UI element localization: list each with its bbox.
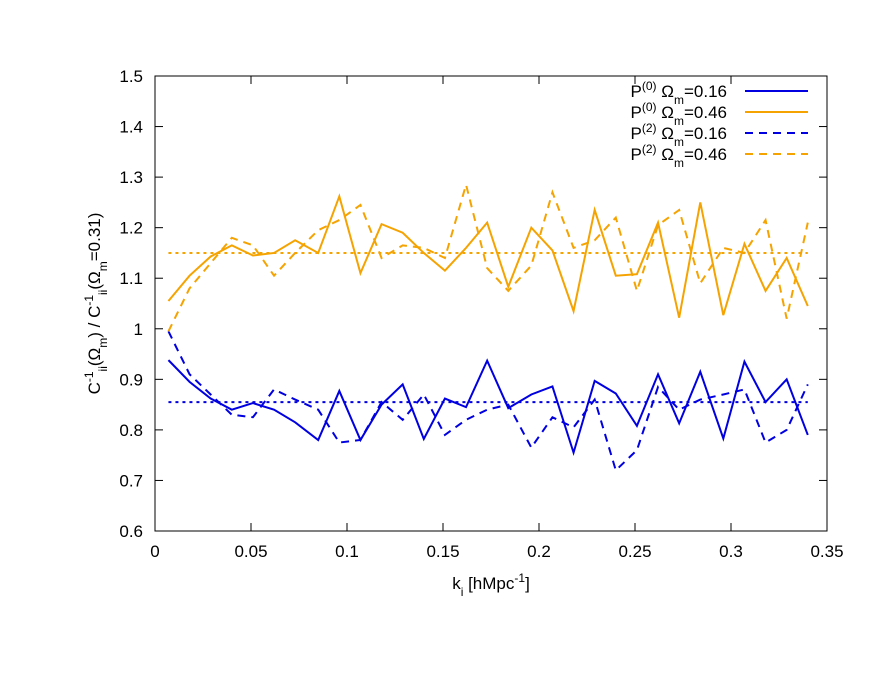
legend-label: P(0) Ωm=0.46 xyxy=(631,100,727,128)
x-axis-label-part: i xyxy=(461,585,464,599)
legend-label-part: =0.16 xyxy=(684,82,727,101)
y-tick-label: 1.1 xyxy=(119,269,143,288)
plot-frame xyxy=(154,75,828,532)
y-tick-label: 0.7 xyxy=(119,471,143,490)
x-axis-label: ki [hMpc-1] xyxy=(452,571,530,599)
y-tick-label: 0.6 xyxy=(119,522,143,541)
y-tick-label: 1.4 xyxy=(119,118,143,137)
y-tick-label: 1 xyxy=(134,320,143,339)
y-axis-label-part: ii xyxy=(96,366,110,371)
x-tick-label: 0.35 xyxy=(810,542,843,561)
legend-label: P(2) Ωm=0.46 xyxy=(631,142,727,170)
x-tick-label: 0.3 xyxy=(719,542,743,561)
x-axis-label-part: -1 xyxy=(514,571,525,585)
series-line xyxy=(167,193,809,318)
legend-label-part: (2) xyxy=(642,142,657,156)
x-tick-label: 0.1 xyxy=(335,542,359,561)
y-axis-label-part: m xyxy=(96,261,110,271)
y-tick-label: 1.5 xyxy=(119,67,143,86)
x-tick-label: 0.2 xyxy=(527,542,551,561)
legend-label-part: Ω xyxy=(657,103,674,122)
y-tick-label: 0.9 xyxy=(119,370,143,389)
legend-label-part: Ω xyxy=(657,82,674,101)
x-axis-label-part: k xyxy=(452,574,461,593)
y-tick-label: 0.8 xyxy=(119,421,143,440)
legend-label-part: =0.46 xyxy=(684,103,727,122)
legend-label-part: (0) xyxy=(642,100,657,114)
x-tick-label: 0.05 xyxy=(234,542,267,561)
legend-label-part: Ω xyxy=(657,124,674,143)
legend-label-part: P xyxy=(631,103,642,122)
y-axis-label-part: =0.31) xyxy=(85,213,104,262)
x-axis-label-part: [hMpc xyxy=(463,574,515,593)
series-line xyxy=(167,330,809,473)
legend-label-part: m xyxy=(674,156,684,170)
legend-label-part: (0) xyxy=(642,79,657,93)
y-axis-label-part: -1 xyxy=(82,371,96,382)
legend-label-part: =0.16 xyxy=(684,124,727,143)
y-axis-label-part: m xyxy=(96,338,110,348)
legend-label-part: P xyxy=(631,124,642,143)
legend-label-part: (2) xyxy=(642,121,657,135)
x-tick-label: 0.25 xyxy=(618,542,651,561)
x-axis-label-part: ] xyxy=(525,574,530,593)
y-tick-label: 1.2 xyxy=(119,219,143,238)
x-tick-label: 0.15 xyxy=(426,542,459,561)
y-axis-label-part: ) / C xyxy=(85,306,104,338)
y-axis-label: C-1ii(Ωm) / C-1ii(Ωm=0.31) xyxy=(82,213,110,395)
legend-label-part: P xyxy=(631,82,642,101)
y-tick-label: 1.3 xyxy=(119,168,143,187)
y-axis-label-part: C xyxy=(85,382,104,394)
y-axis-label-part: (Ω xyxy=(85,271,104,289)
y-axis-label-part: -1 xyxy=(82,295,96,306)
legend-label-part: Ω xyxy=(657,145,674,164)
legend-label: P(2) Ωm=0.16 xyxy=(631,121,727,149)
legend-label-part: m xyxy=(674,93,684,107)
legend-label-part: P xyxy=(631,145,642,164)
legend-label-part: m xyxy=(674,135,684,149)
x-tick-label: 0 xyxy=(150,542,159,561)
legend-label: P(0) Ωm=0.16 xyxy=(631,79,727,107)
series-line xyxy=(167,358,809,457)
y-axis-label-part: (Ω xyxy=(85,348,104,366)
series-line xyxy=(167,180,809,332)
legend-label-part: =0.46 xyxy=(684,145,727,164)
legend-label-part: m xyxy=(674,114,684,128)
y-axis-label-part: ii xyxy=(96,290,110,295)
